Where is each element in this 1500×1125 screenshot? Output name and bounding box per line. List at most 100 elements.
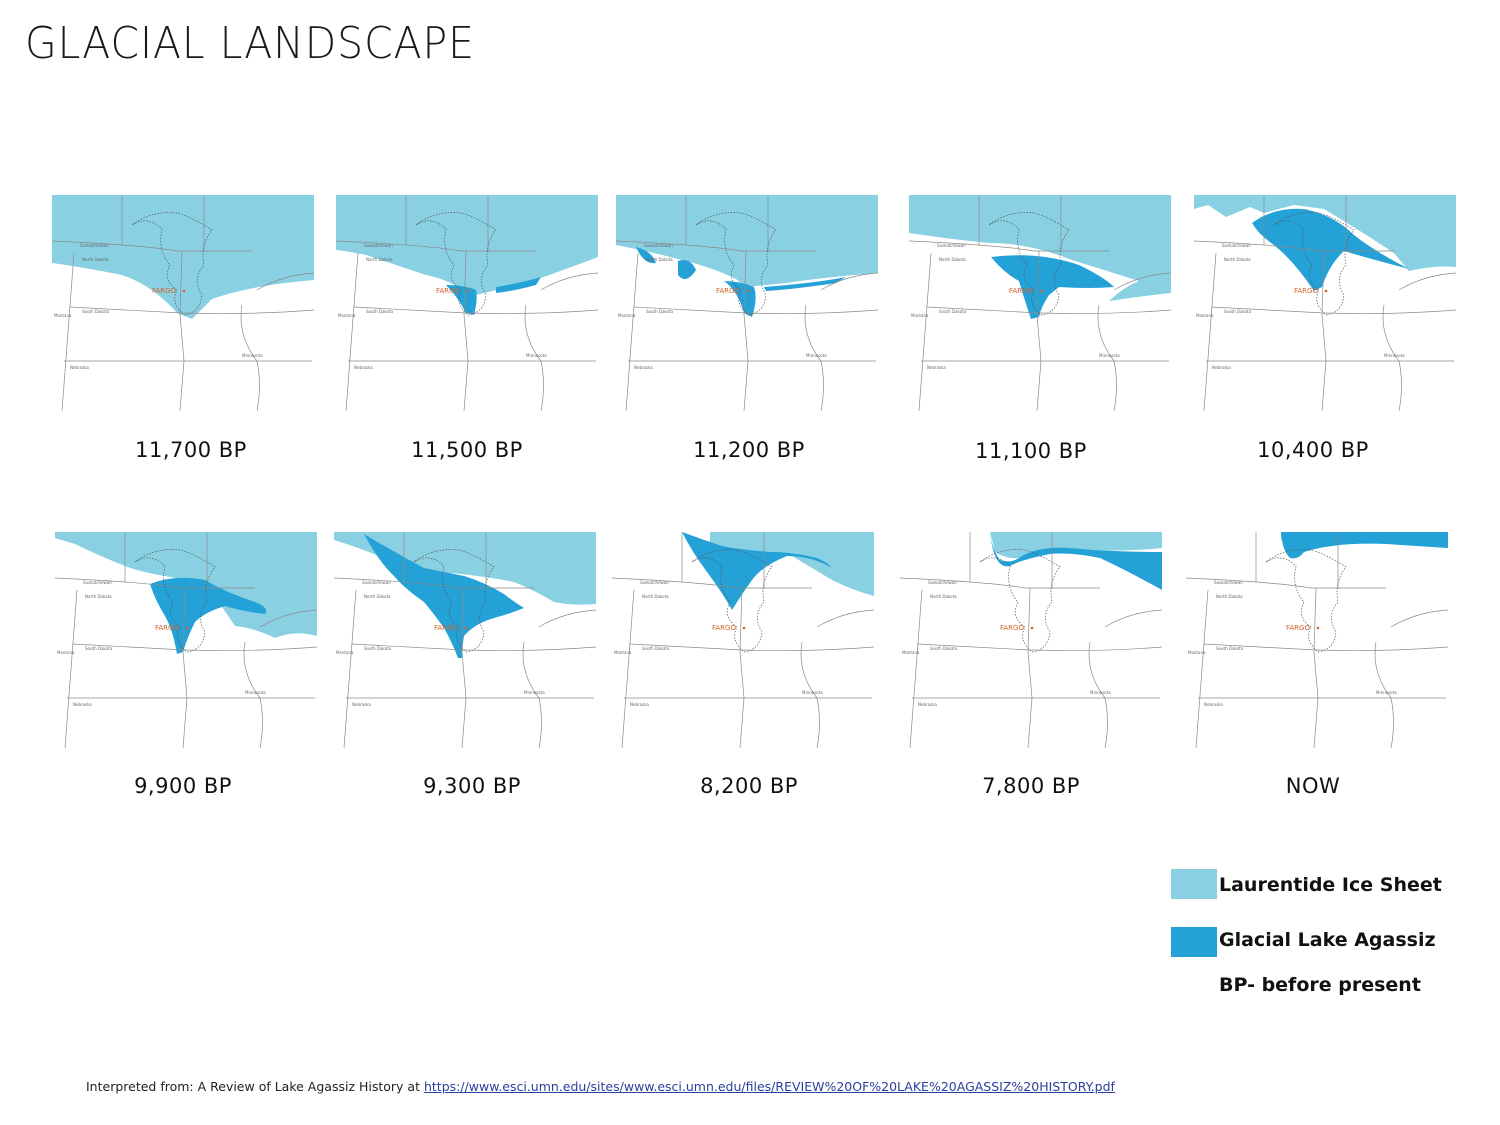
- state-boundary: [336, 240, 536, 252]
- state-boundary: [259, 609, 317, 628]
- region-label: South Dakota: [1216, 646, 1244, 651]
- map-panel-3: FARGO Saskatchewan North Dakota South Dakot…: [616, 195, 878, 411]
- state-boundary: [61, 252, 75, 411]
- ice-sheet-area: [334, 532, 596, 605]
- map-panel-1: FARGO Saskatchewan North Dakota South Dakot…: [52, 195, 314, 411]
- region-label: South Dakota: [939, 309, 967, 314]
- state-boundary: [343, 589, 357, 748]
- map-panel-8: FARGO Saskatchewan North Dakota South Dakot…: [612, 532, 874, 748]
- state-boundary: [1113, 272, 1171, 291]
- region-label: Montana: [1196, 313, 1214, 318]
- fargo-label: FARGO: [716, 287, 740, 295]
- state-boundary: [1104, 609, 1162, 628]
- state-boundary: [745, 309, 878, 314]
- region-label: Minnesota: [526, 353, 547, 358]
- lake-agassiz-swatch: [1171, 927, 1217, 957]
- panel-caption: 11,700 BP: [135, 438, 247, 462]
- region-label: North Dakota: [646, 257, 673, 262]
- state-boundary: [820, 272, 878, 291]
- panel-caption: 11,500 BP: [411, 438, 523, 462]
- region-label: North Dakota: [1224, 257, 1251, 262]
- region-label: Nebraska: [73, 702, 92, 707]
- lake-agassiz-area: [991, 255, 1114, 319]
- red-river-basin-outline: [1265, 549, 1347, 653]
- region-label: Nebraska: [927, 365, 946, 370]
- state-boundary: [816, 609, 874, 628]
- map-panel-2: FARGO Saskatchewan North Dakota South Dakot…: [336, 195, 598, 411]
- red-river-basin-outline: [131, 212, 213, 316]
- state-boundary: [243, 641, 263, 748]
- state-boundary: [1323, 309, 1456, 314]
- state-boundary: [1315, 646, 1448, 651]
- state-boundary: [917, 643, 1031, 651]
- region-label: Minnesota: [524, 690, 545, 695]
- region-label: North Dakota: [364, 594, 391, 599]
- region-label: Minnesota: [242, 353, 263, 358]
- state-boundary: [1194, 240, 1394, 252]
- fargo-marker: [1316, 626, 1320, 630]
- state-boundary: [184, 646, 317, 651]
- fargo-marker: [1039, 289, 1043, 293]
- region-label: Montana: [336, 650, 354, 655]
- fargo-label: FARGO: [712, 624, 736, 632]
- panel-caption: 11,100 BP: [975, 439, 1087, 463]
- region-label: Minnesota: [245, 690, 266, 695]
- region-label: Saskatchewan: [364, 243, 393, 248]
- region-label: South Dakota: [366, 309, 394, 314]
- state-boundary: [1097, 304, 1117, 411]
- region-label: Nebraska: [918, 702, 937, 707]
- red-river-basin-outline: [979, 549, 1061, 653]
- panel-caption: 9,900 BP: [134, 774, 232, 798]
- region-label: Montana: [614, 650, 632, 655]
- ice-sheet-area: [336, 195, 598, 295]
- region-label: Minnesota: [806, 353, 827, 358]
- region-label: Nebraska: [1212, 365, 1231, 370]
- region-label: Minnesota: [802, 690, 823, 695]
- state-boundary: [463, 646, 596, 651]
- source-link[interactable]: https://www.esci.umn.edu/sites/www.esci.…: [423, 1079, 1115, 1094]
- region-label: Nebraska: [354, 365, 373, 370]
- state-boundary: [1398, 272, 1456, 291]
- state-boundary: [256, 272, 314, 291]
- state-boundary: [461, 587, 467, 748]
- state-boundary: [1321, 250, 1327, 411]
- red-river-basin-outline: [988, 212, 1070, 316]
- region-label: Saskatchewan: [1214, 580, 1243, 585]
- region-label: North Dakota: [366, 257, 393, 262]
- region-label: Montana: [57, 650, 75, 655]
- lake-agassiz-area: [150, 577, 267, 654]
- state-boundary: [633, 306, 747, 314]
- ice-sheet-legend-label: Laurentide Ice Sheet: [1219, 874, 1442, 896]
- panel-caption: 7,800 BP: [982, 774, 1080, 798]
- state-boundary: [524, 304, 544, 411]
- fargo-marker: [1030, 626, 1034, 630]
- state-boundary: [351, 643, 465, 651]
- region-label: Saskatchewan: [83, 580, 112, 585]
- state-boundary: [1195, 589, 1209, 748]
- red-river-basin-outline: [695, 212, 777, 316]
- region-label: South Dakota: [1224, 309, 1252, 314]
- region-label: South Dakota: [364, 646, 392, 651]
- region-label: South Dakota: [646, 309, 674, 314]
- state-boundary: [926, 306, 1040, 314]
- red-river-basin-outline: [415, 212, 497, 316]
- map-panel-4: FARGO Saskatchewan North Dakota South Dakot…: [909, 195, 1171, 411]
- state-boundary: [621, 589, 635, 748]
- lake-agassiz-area: [990, 532, 1162, 590]
- state-boundary: [909, 589, 923, 748]
- state-boundary: [179, 250, 185, 411]
- state-boundary: [55, 577, 255, 589]
- state-boundary: [353, 306, 467, 314]
- state-boundary: [612, 577, 812, 589]
- region-label: Montana: [338, 313, 356, 318]
- state-boundary: [64, 589, 78, 748]
- fargo-marker: [185, 626, 189, 630]
- lake-agassiz-area: [682, 532, 832, 610]
- map-11500: FARGO Saskatchewan North Dakota South Dakot…: [336, 195, 598, 411]
- fargo-label: FARGO: [152, 287, 176, 295]
- state-boundary: [909, 240, 1109, 252]
- map-11100: FARGO Saskatchewan North Dakota South Dakot…: [909, 195, 1171, 411]
- region-label: Montana: [54, 313, 72, 318]
- region-label: South Dakota: [82, 309, 110, 314]
- map-10400: FARGO Saskatchewan North Dakota South Dakot…: [1194, 195, 1456, 411]
